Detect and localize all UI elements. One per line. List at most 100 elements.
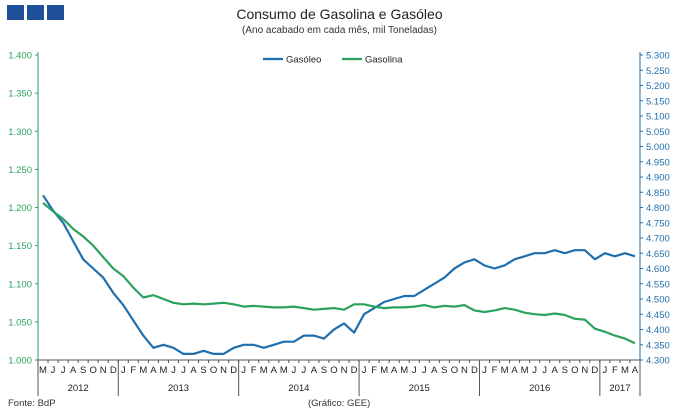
- x-axis-month-label: A: [391, 365, 398, 376]
- x-axis-year-label: 2015: [409, 383, 430, 394]
- x-axis-month-label: D: [230, 365, 237, 376]
- x-axis-month-label: J: [362, 365, 367, 376]
- right-axis-tick-label: 4.900: [646, 173, 670, 184]
- x-axis-month-label: J: [51, 365, 56, 376]
- x-axis-month-label: A: [632, 365, 639, 376]
- x-axis-month-label: J: [181, 365, 186, 376]
- right-axis-tick-label: 5.150: [646, 96, 670, 107]
- right-axis-tick-label: 4.850: [646, 188, 670, 199]
- x-axis-month-label: J: [412, 365, 417, 376]
- x-axis-month-label: S: [321, 365, 327, 376]
- left-axis-tick-label: 1.400: [8, 51, 32, 62]
- right-axis-tick-label: 4.300: [646, 356, 670, 367]
- right-axis-tick-label: 4.550: [646, 279, 670, 290]
- right-axis-tick-label: 5.200: [646, 81, 670, 92]
- x-axis-month-label: S: [562, 365, 568, 376]
- right-axis-tick-label: 4.800: [646, 203, 670, 214]
- x-axis-month-label: M: [621, 365, 629, 376]
- x-axis-month-label: M: [400, 365, 408, 376]
- x-axis-month-label: J: [61, 365, 66, 376]
- x-axis-month-label: J: [542, 365, 547, 376]
- x-axis-year-label: 2017: [609, 383, 630, 394]
- logo-block-1: [7, 5, 24, 20]
- x-axis-month-label: N: [581, 365, 588, 376]
- x-axis-month-label: N: [220, 365, 227, 376]
- left-axis-tick-label: 1.050: [8, 317, 32, 328]
- left-axis-tick-label: 1.300: [8, 127, 32, 138]
- credit-note: (Gráfico: GEE): [308, 398, 371, 409]
- x-axis-month-label: S: [80, 365, 86, 376]
- x-axis-month-label: O: [210, 365, 217, 376]
- left-axis-tick-label: 1.100: [8, 279, 32, 290]
- x-axis-month-label: N: [341, 365, 348, 376]
- x-axis-month-label: J: [482, 365, 487, 376]
- x-axis-month-label: M: [280, 365, 288, 376]
- right-axis-tick-label: 4.400: [646, 325, 670, 336]
- right-axis-tick-label: 5.300: [646, 51, 670, 62]
- x-axis-month-label: M: [159, 365, 167, 376]
- x-axis-month-label: A: [431, 365, 438, 376]
- right-axis-tick-label: 4.700: [646, 234, 670, 245]
- x-axis-month-label: S: [441, 365, 447, 376]
- legend-label-gasoleo: Gasóleo: [286, 55, 321, 66]
- right-axis-tick-label: 4.600: [646, 264, 670, 275]
- x-axis-year-label: 2016: [529, 383, 550, 394]
- x-axis-month-label: O: [330, 365, 337, 376]
- x-axis-month-label: F: [371, 365, 377, 376]
- x-axis-month-label: M: [380, 365, 388, 376]
- right-axis-tick-label: 4.650: [646, 249, 670, 260]
- x-axis-month-label: S: [200, 365, 206, 376]
- x-axis-month-label: J: [121, 365, 126, 376]
- chart-subtitle: (Ano acabado em cada mês, mil Toneladas): [242, 25, 437, 36]
- source-note: Fonte: BdP: [8, 398, 56, 409]
- right-axis-tick-label: 4.450: [646, 310, 670, 321]
- x-axis-month-label: O: [571, 365, 578, 376]
- x-axis-month-label: M: [260, 365, 268, 376]
- x-axis-year-label: 2012: [68, 383, 89, 394]
- right-axis-tick-label: 4.500: [646, 295, 670, 306]
- logo-block-3: [47, 5, 64, 20]
- right-axis-tick-label: 5.100: [646, 112, 670, 123]
- x-axis-month-label: A: [190, 365, 197, 376]
- chart-title: Consumo de Gasolina e Gasóleo: [236, 6, 443, 22]
- x-axis-month-label: A: [271, 365, 278, 376]
- x-axis-month-label: M: [501, 365, 509, 376]
- x-axis-month-label: F: [612, 365, 618, 376]
- x-axis-month-label: J: [241, 365, 246, 376]
- x-axis-month-label: N: [461, 365, 468, 376]
- series-line-gasoleo: [42, 194, 636, 355]
- x-axis-month-label: F: [492, 365, 498, 376]
- x-axis-month-label: A: [150, 365, 157, 376]
- x-axis-month-label: F: [251, 365, 257, 376]
- x-axis-month-label: D: [471, 365, 478, 376]
- x-axis-month-label: A: [311, 365, 318, 376]
- x-axis-month-label: O: [451, 365, 458, 376]
- right-axis-tick-label: 5.250: [646, 66, 670, 77]
- left-axis-tick-label: 1.250: [8, 165, 32, 176]
- left-axis-tick-label: 1.350: [8, 89, 32, 100]
- x-axis-year-label: 2014: [288, 383, 309, 394]
- x-axis-month-label: F: [130, 365, 136, 376]
- brand-logo: [7, 5, 64, 20]
- x-axis-month-label: N: [100, 365, 107, 376]
- logo-block-2: [27, 5, 44, 20]
- x-axis-month-label: D: [351, 365, 358, 376]
- left-axis-tick-label: 1.200: [8, 203, 32, 214]
- x-axis-month-label: D: [591, 365, 598, 376]
- x-axis-year-label: 2013: [168, 383, 189, 394]
- legend-label-gasolina: Gasolina: [365, 55, 403, 66]
- left-axis-tick-label: 1.000: [8, 356, 32, 367]
- x-axis-month-label: J: [422, 365, 427, 376]
- x-axis-month-label: J: [171, 365, 176, 376]
- right-axis-tick-label: 4.750: [646, 218, 670, 229]
- x-axis-month-label: J: [532, 365, 537, 376]
- series-line-gasolina: [42, 202, 636, 345]
- x-axis-month-label: A: [70, 365, 77, 376]
- x-axis-month-label: M: [139, 365, 147, 376]
- x-axis-month-label: D: [110, 365, 117, 376]
- right-axis-tick-label: 5.050: [646, 127, 670, 138]
- x-axis-month-label: M: [39, 365, 47, 376]
- x-axis-month-label: A: [552, 365, 559, 376]
- x-axis-month-label: A: [511, 365, 518, 376]
- x-axis-month-label: M: [521, 365, 529, 376]
